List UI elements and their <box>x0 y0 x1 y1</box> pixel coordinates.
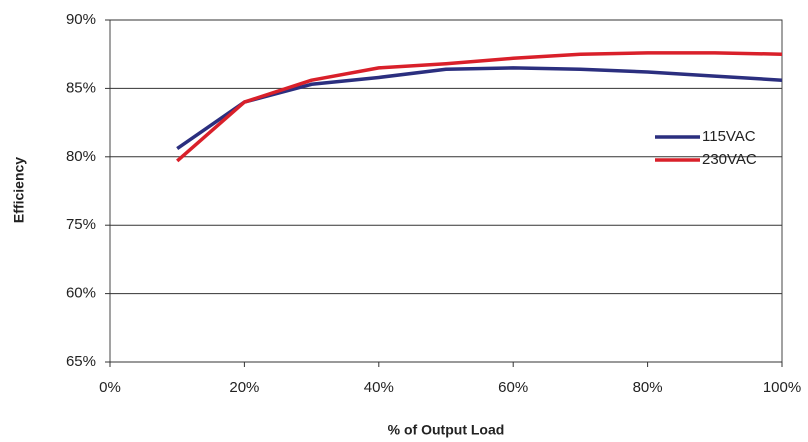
y-tick-label: 90% <box>66 11 96 28</box>
plot-frame <box>109 19 783 362</box>
y-axis-title: Efficiency <box>11 157 27 223</box>
series-line <box>176 66 783 151</box>
x-tick-label: 20% <box>229 379 259 396</box>
legend-label: 230VAC <box>702 151 757 168</box>
x-tick-label: 80% <box>633 379 663 396</box>
x-tick-label: 60% <box>498 379 528 396</box>
x-tick-label: 0% <box>99 379 121 396</box>
x-axis-title: % of Output Load <box>388 422 505 438</box>
x-tick-label: 100% <box>763 379 801 396</box>
y-tick-label: 85% <box>66 79 96 96</box>
y-tick-label: 80% <box>66 148 96 165</box>
legend-label: 115VAC <box>702 128 756 145</box>
y-tick-label: 60% <box>66 285 96 302</box>
series-line <box>176 51 783 163</box>
x-tick-label: 40% <box>364 379 394 396</box>
y-tick-label: 65% <box>66 353 96 370</box>
y-tick-label: 75% <box>66 216 96 233</box>
